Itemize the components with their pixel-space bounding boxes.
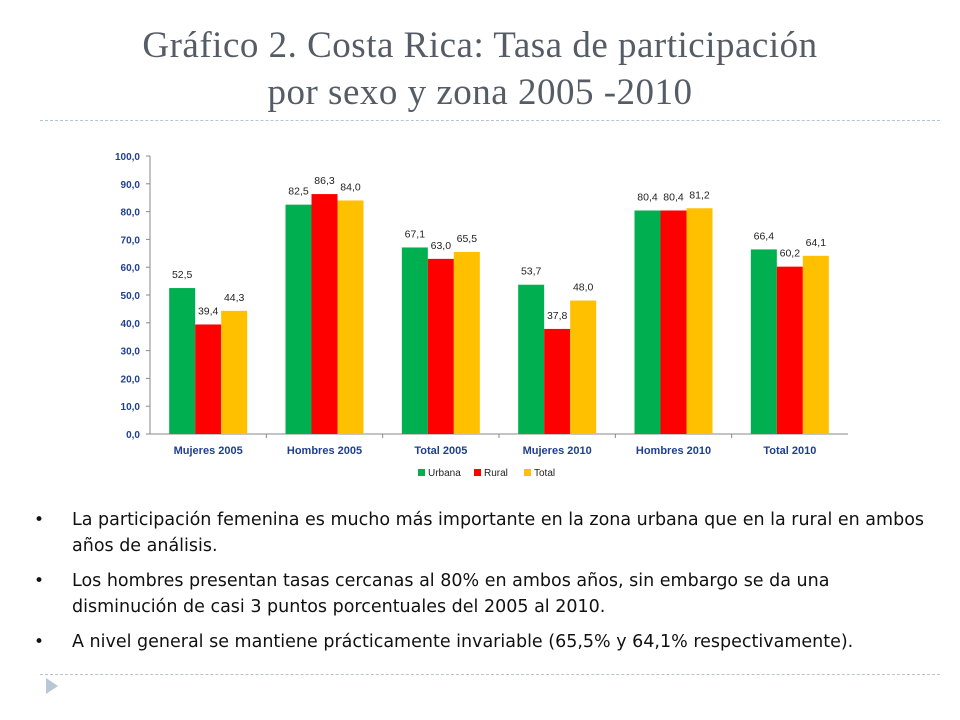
bar-data-label: 52,5 [172,269,193,281]
bar [195,324,222,434]
bar [776,266,803,434]
y-tick-label: 40,0 [121,319,141,330]
bar [285,204,312,434]
legend-label: Rural [484,468,508,479]
legend-swatch [418,469,425,476]
legend-swatch [474,469,481,476]
bullet-marker: • [34,632,45,652]
y-tick-label: 10,0 [121,402,141,413]
y-tick-label: 50,0 [121,291,141,302]
bar [518,284,545,434]
bullet-item: • La participación femenina es mucho más … [30,507,930,559]
bar-data-label: 81,2 [689,189,710,201]
x-category-label: Hombres 2005 [287,445,362,457]
bar [221,310,248,434]
bar [401,247,428,434]
bar-data-label: 67,1 [405,228,426,240]
bar-chart-svg: 0,0 10,0 20,0 30,0 40,0 50,0 60,0 70,0 80,0 90,0 1… [115,152,848,479]
bullet-text: Los hombres presentan tasas cercanas al … [72,571,830,617]
bar [802,255,829,434]
bar-data-label: 82,5 [288,186,309,198]
legend-label: Urbana [428,468,461,479]
bar-data-label: 44,3 [224,292,245,304]
bullet-list: • La participación femenina es mucho más … [30,507,930,664]
bar [570,300,597,434]
bullet-item: • Los hombres presentan tasas cercanas al… [30,568,930,620]
bar [750,249,777,434]
y-tick-label: 90,0 [121,180,141,191]
bar-data-label: 39,4 [198,305,219,317]
bar-data-label: 80,4 [663,191,684,203]
legend-swatch [524,469,531,476]
bullet-marker: • [34,571,45,591]
bar-data-label: 37,8 [547,310,568,322]
bar-data-label: 80,4 [637,191,658,203]
bar-data-label: 86,3 [314,175,335,187]
footer-divider [40,674,940,675]
title-line-1: Gráfico 2. Costa Rica: Tasa de participa… [142,25,818,66]
triangle-arrow-icon [44,676,60,701]
bar [337,200,364,434]
bar-data-label: 64,1 [806,237,827,249]
bar [427,258,454,434]
y-tick-label: 70,0 [121,235,141,246]
bar [544,328,571,434]
bar-data-label: 60,2 [780,248,801,260]
bar-data-label: 48,0 [573,282,594,294]
y-tick-label: 100,0 [115,152,140,163]
bar-data-label: 66,4 [754,230,775,242]
bar-data-label: 65,5 [457,233,478,245]
x-category-label: Total 2010 [763,445,816,457]
bar [660,210,687,434]
bar [634,210,661,434]
title-divider [40,120,940,121]
bar-data-label: 53,7 [521,266,542,278]
y-tick-label: 20,0 [121,374,141,385]
x-category-label: Total 2005 [414,445,467,457]
bar [453,251,480,434]
y-tick-label: 0,0 [126,430,140,441]
bar [311,194,338,434]
bar-data-label: 63,0 [431,240,452,252]
y-tick-label: 60,0 [121,263,141,274]
bar-chart: 0,0 10,0 20,0 30,0 40,0 50,0 60,0 70,0 80,0 90,0 1… [90,140,860,495]
bullet-item: • A nivel general se mantiene prácticamen… [30,629,930,655]
x-category-label: Mujeres 2010 [523,445,592,457]
bar-data-label: 84,0 [340,181,361,193]
legend-label: Total [534,468,555,479]
bullet-text: La participación femenina es mucho más i… [72,510,925,556]
x-category-label: Mujeres 2005 [174,445,243,457]
y-tick-label: 80,0 [121,208,141,219]
title-line-2: por sexo y zona 2005 -2010 [267,72,693,113]
bar [686,208,713,434]
y-tick-label: 30,0 [121,347,141,358]
x-category-label: Hombres 2010 [636,445,711,457]
bar [169,288,196,434]
bullet-text: A nivel general se mantiene prácticament… [72,632,854,652]
bullet-marker: • [34,510,45,530]
slide-title: Gráfico 2. Costa Rica: Tasa de participa… [40,22,920,116]
